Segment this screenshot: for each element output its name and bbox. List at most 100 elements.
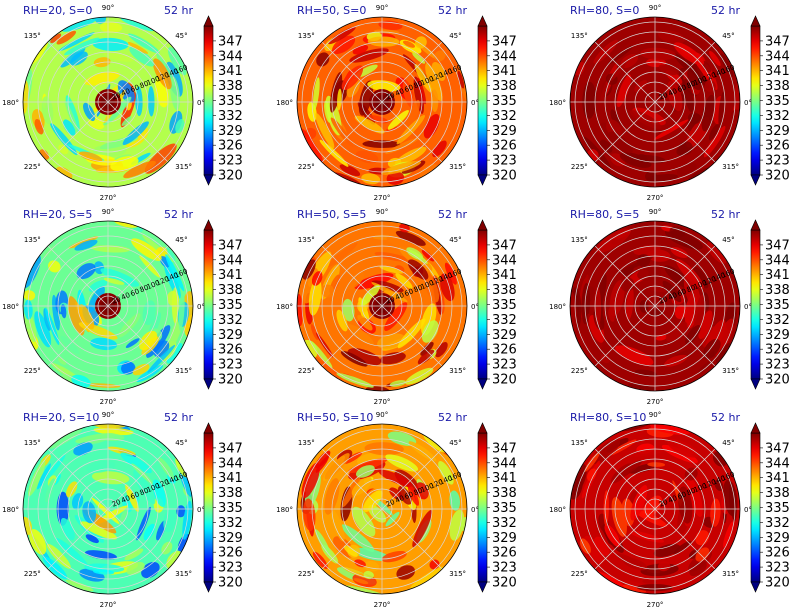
angle-tick-label: 315° [175,570,192,578]
time-label: 52 hr [438,411,467,424]
angular-gridline [654,305,716,367]
field-patch [74,239,98,251]
field-patch [336,309,348,332]
field-patch [634,369,658,377]
field-patch [360,284,380,306]
field-patch [158,457,175,480]
field-patch [622,584,647,593]
angle-tick-label: 45° [722,439,734,447]
radial-tick-label: 40 [394,291,405,302]
panel-rh80-s0: 90°45°0°315°270°225°180°135°204060801001… [549,4,790,202]
colorbar-tick-label: 320 [218,576,243,591]
field-patch [412,52,426,64]
angle-tick-label: 90° [649,208,661,216]
colorbar-tick-label: 338 [218,486,243,501]
angular-gridline [381,101,443,163]
field-patch [139,255,160,278]
colorbar-tick-label: 341 [218,64,243,79]
field-patch [706,241,727,264]
field-patch [381,550,407,563]
angle-tick-label: 45° [175,32,187,40]
colorbar-tick-label: 335 [492,94,517,109]
field-patch [389,487,403,501]
colorbar-tick-label: 335 [492,298,517,313]
angular-gridline [107,448,169,510]
field-patch [57,357,67,365]
field-patch [152,479,166,507]
field-patch [128,33,160,54]
panel-title: RH=50, S=5 [297,208,366,221]
field-patch [701,60,712,73]
angular-gridline [321,101,383,163]
field-patch [684,467,698,481]
polar-frame [569,423,741,595]
field-patch [627,448,666,457]
colorbar-tick-label: 335 [765,298,790,313]
field-patch [603,490,609,527]
colorbar-tick-label: 347 [492,441,517,456]
field-patch [596,228,631,253]
angle-tick-label: 0° [744,303,752,311]
angle-tick-label: 45° [722,236,734,244]
colorbar-scale [477,229,488,380]
colorbar-tick-label: 320 [492,169,517,184]
colorbar-extend-max [477,219,488,231]
angle-tick-label: 225° [24,163,41,171]
colorbar-tick-label: 335 [765,94,790,109]
field-patch [353,578,369,585]
field-patch [653,543,681,557]
colorbar-tick-label: 338 [218,79,243,94]
field-patch [120,17,154,32]
field-patch [688,112,701,124]
field-patch [43,139,66,163]
angle-tick-label: 315° [722,570,739,578]
time-label: 52 hr [438,4,467,17]
field-patch [634,80,648,92]
colorbar-tick-label: 332 [218,516,243,531]
colorbar-tick-label: 323 [765,358,790,373]
field-patch [608,307,615,322]
field-patch [147,86,155,117]
field-patch [83,178,97,187]
field-patch [407,484,420,506]
field-patch [152,58,172,90]
field-patch [84,71,120,86]
colorbar-tick-label: 347 [218,34,243,49]
field-patch [337,88,342,111]
angular-gridline [654,245,716,307]
angle-tick-label: 180° [2,506,19,514]
colorbar-extend-max [750,219,761,231]
field-patch [618,256,654,274]
time-label: 52 hr [438,208,467,221]
colorbar-tick-label: 329 [492,328,517,343]
radial-tick-label: 40 [120,87,131,98]
radial-tick-label: 60 [129,287,140,298]
angle-tick-label: 315° [175,367,192,375]
time-label: 52 hr [711,4,740,17]
field-patch [608,131,633,154]
field-patch [657,30,686,44]
field-patch [615,345,654,366]
field-patch [423,434,446,453]
radial-tick-label: 40 [120,291,131,302]
angular-gridline [594,41,656,103]
field-patch [425,62,443,102]
colorbar-tick-label: 323 [218,358,243,373]
colorbar-tick-label: 332 [765,109,790,124]
angle-tick-label: 180° [549,303,566,311]
field-patch [412,510,432,548]
field-patch [23,290,36,301]
field-patch [330,509,345,542]
radial-tick-label: 80 [686,79,697,90]
field-patch [107,446,136,456]
panel-title: RH=50, S=10 [297,411,373,424]
angle-tick-label: 0° [471,99,479,107]
field-patch [420,342,434,356]
field-patch [703,338,721,359]
field-patch [310,324,319,340]
panel-title: RH=50, S=0 [297,4,366,17]
field-patch [178,291,185,331]
field-patch [718,91,725,127]
radial-tick-label: 60 [403,490,414,501]
